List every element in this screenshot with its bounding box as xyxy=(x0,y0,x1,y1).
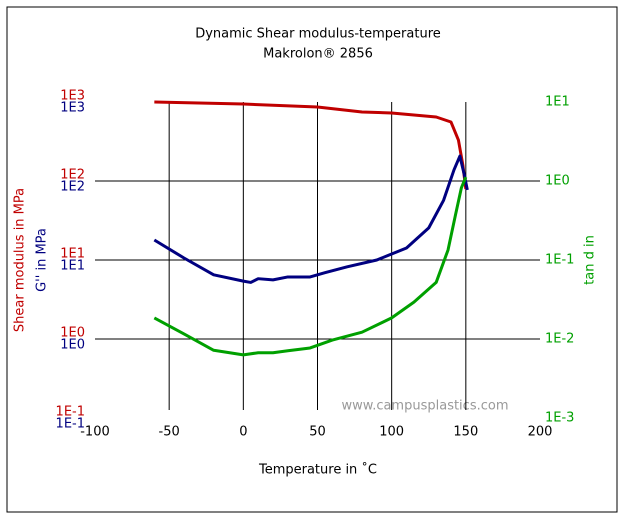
y-tick-label: 1E-1 xyxy=(56,417,85,432)
y-tick-label: 1E1 xyxy=(60,259,85,274)
chart-subtitle: Makrolon® 2856 xyxy=(263,47,373,62)
x-axis-label: Temperature in ˚C xyxy=(258,462,377,478)
watermark: www.campusplastics.com xyxy=(341,399,508,414)
x-tick-label: 100 xyxy=(379,425,404,440)
y-tick-label: 1E-1 xyxy=(545,253,574,268)
y-tick-label: 1E3 xyxy=(60,89,85,104)
y-tick-label: 1E0 xyxy=(60,338,85,353)
x-tick-label: -50 xyxy=(159,425,180,440)
data-line xyxy=(154,100,468,190)
y-tick-label: 1E2 xyxy=(60,168,85,183)
y-tick-label: 1E0 xyxy=(545,174,570,189)
y-tick-label: 1E-2 xyxy=(545,332,574,347)
y-tick-label: 1E1 xyxy=(545,95,570,110)
y-axis-label: Shear modulus in MPa xyxy=(13,188,28,332)
y-axis-label: G'' in MPa xyxy=(35,228,50,292)
x-tick-label: 50 xyxy=(309,425,326,440)
x-tick-label: 0 xyxy=(239,425,247,440)
y-tick-label: 1E3 xyxy=(60,101,85,116)
y-tick-label: 1E2 xyxy=(60,180,85,195)
x-tick-label: 150 xyxy=(453,425,478,440)
y-tick-label: 1E0 xyxy=(60,326,85,341)
y-tick-label: 1E-1 xyxy=(56,405,85,420)
y-tick-label: 1E1 xyxy=(60,247,85,262)
y-axis-label: tan d in xyxy=(583,235,598,285)
x-tick-label: 200 xyxy=(528,425,553,440)
data-line xyxy=(153,154,469,284)
chart-title: Dynamic Shear modulus-temperature xyxy=(195,27,441,42)
y-tick-label: 1E-3 xyxy=(545,411,574,426)
x-tick-label: -100 xyxy=(80,425,110,440)
data-line xyxy=(153,176,468,357)
